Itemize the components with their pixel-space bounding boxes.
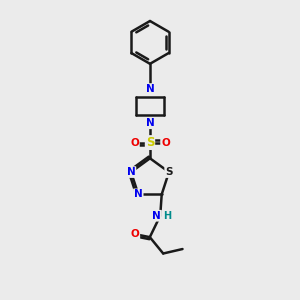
Text: O: O bbox=[161, 138, 170, 148]
Text: O: O bbox=[130, 229, 139, 239]
Text: N: N bbox=[127, 167, 135, 177]
Text: O: O bbox=[130, 138, 139, 148]
Text: S: S bbox=[146, 136, 154, 149]
Text: S: S bbox=[165, 167, 173, 177]
Text: H: H bbox=[163, 211, 171, 221]
Text: N: N bbox=[146, 84, 154, 94]
Text: N: N bbox=[152, 211, 161, 221]
Text: N: N bbox=[146, 118, 154, 128]
Text: N: N bbox=[134, 189, 143, 199]
